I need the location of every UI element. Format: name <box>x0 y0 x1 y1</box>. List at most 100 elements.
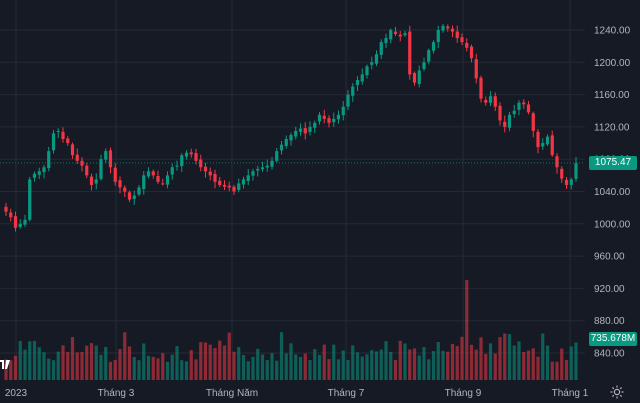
candle-body <box>441 25 445 31</box>
candle-body <box>70 144 75 156</box>
volume-bar <box>436 342 440 380</box>
volume-bar <box>184 361 189 380</box>
candle-body <box>151 171 155 176</box>
candle-body <box>180 155 184 167</box>
volume-bar <box>165 361 170 380</box>
candle-body <box>213 174 217 182</box>
volume-bar <box>56 351 60 380</box>
candle-body <box>94 179 98 184</box>
volume-bar <box>403 343 407 380</box>
candle-body <box>108 150 113 168</box>
candle-body <box>370 62 374 65</box>
candle-body <box>384 38 388 44</box>
candle-body <box>275 151 279 161</box>
volume-bar <box>446 351 450 380</box>
volume-bar <box>536 356 540 380</box>
candle-body <box>360 74 364 82</box>
price-tick-label: 1000.00 <box>594 219 631 230</box>
candle-body <box>403 33 407 36</box>
candle-body <box>165 175 170 185</box>
volume-bar <box>284 353 288 380</box>
candle-body <box>199 159 203 168</box>
volume-bar <box>355 352 360 380</box>
volume-bar <box>180 360 184 380</box>
candle-body <box>284 139 288 146</box>
candle-body <box>393 31 398 35</box>
volume-bar <box>123 332 127 380</box>
volume-bar <box>351 345 355 380</box>
candle-body <box>341 106 345 116</box>
price-tick-label: 1200.00 <box>594 58 631 69</box>
candle-body <box>560 168 564 179</box>
candle-body <box>569 179 573 186</box>
volume-bar <box>313 349 317 380</box>
candle-body <box>365 66 369 76</box>
volume-bar <box>28 341 32 380</box>
candle-body <box>156 176 160 182</box>
settings-gear-icon[interactable] <box>609 384 625 400</box>
volume-bar <box>417 355 421 380</box>
volume-bar <box>99 354 103 380</box>
volume-bar <box>194 359 198 380</box>
candle-body <box>222 184 227 187</box>
candle-body <box>488 96 493 103</box>
volume-bar <box>427 359 431 380</box>
volume-bar <box>564 359 569 380</box>
price-tick-label: 960.00 <box>594 252 625 263</box>
candle-body <box>9 212 13 218</box>
candle-body <box>498 105 502 121</box>
volume-bar <box>398 340 402 380</box>
volume-bar <box>441 350 445 380</box>
price-tick-label: 1240.00 <box>594 26 631 37</box>
volume-bar <box>151 356 155 380</box>
volume-bar <box>137 360 141 380</box>
volume-bar <box>42 352 46 380</box>
volume-bar <box>142 343 146 380</box>
candle-body <box>289 134 293 141</box>
candle-body <box>279 144 284 151</box>
candle-body <box>450 28 455 32</box>
candle-body <box>132 195 136 199</box>
volume-bar <box>431 351 436 380</box>
candle-body <box>308 126 312 132</box>
candle-body <box>270 160 274 167</box>
candle-body <box>332 118 336 123</box>
candle-body <box>346 94 350 107</box>
volume-bar <box>156 358 160 380</box>
candle-body <box>170 167 174 175</box>
volume-bar <box>541 333 545 380</box>
candle-body <box>427 50 431 62</box>
tradingview-logo-icon[interactable] <box>0 356 10 369</box>
candle-body <box>522 102 526 105</box>
candle-body <box>317 114 322 122</box>
volume-bar <box>379 349 383 380</box>
volume-bar <box>493 353 497 380</box>
candle-body <box>536 131 540 148</box>
volume-bar <box>545 345 550 380</box>
candle-body <box>99 159 103 179</box>
candle-body <box>555 156 559 168</box>
candle-body <box>474 59 478 79</box>
candle-body <box>503 121 507 127</box>
time-tick-label: Tháng 3 <box>98 388 135 399</box>
candle-body <box>227 185 231 188</box>
volume-bar <box>422 347 426 380</box>
candle-body <box>564 179 569 186</box>
candle-body <box>75 154 79 161</box>
volume-bar <box>51 360 56 380</box>
volume-bar <box>332 344 336 380</box>
volume-bar <box>484 353 488 380</box>
volume-bar <box>275 360 279 380</box>
candle-body <box>13 216 18 228</box>
volume-bar <box>118 349 122 380</box>
volume-bar <box>80 352 84 380</box>
candle-body <box>336 114 341 120</box>
volume-bar <box>246 361 250 380</box>
volume-bar <box>408 349 412 380</box>
candle-body <box>265 165 269 168</box>
candle-body <box>398 34 402 37</box>
volume-bar <box>108 361 113 380</box>
candle-body <box>541 143 545 147</box>
